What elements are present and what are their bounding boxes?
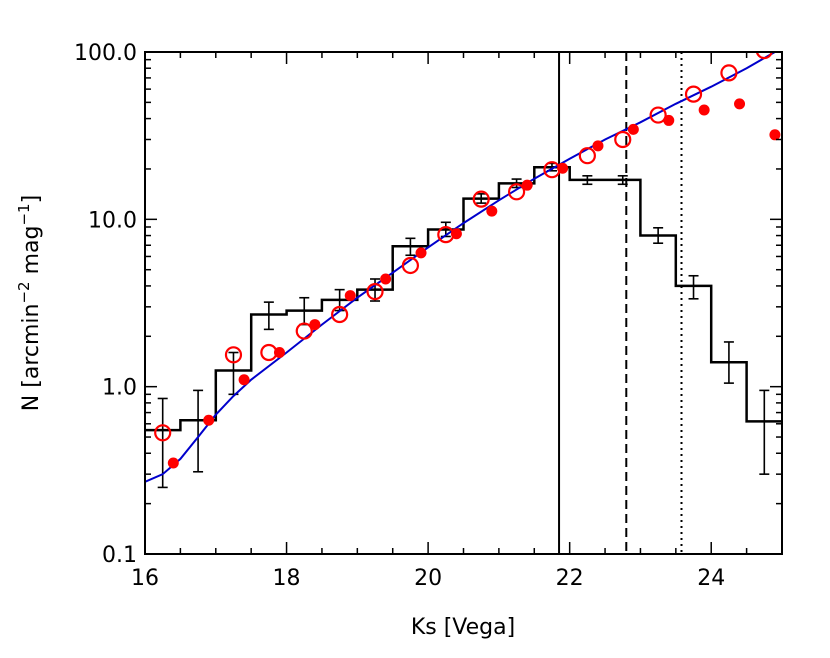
y-axis-label: N [arcmin−2 mag−1] [15,195,44,411]
x-tick-label: 18 [273,566,301,591]
error-bar [263,301,274,331]
filled-point [769,129,781,141]
open-point [578,147,596,165]
filled-point [309,319,321,331]
y-tick-label: 100.0 [74,41,137,66]
open-point [260,343,278,362]
open-point [507,183,526,201]
x-axis-label: Ks [Vega] [411,615,515,640]
filled-point [486,205,498,217]
y-axis-label-main: N [arcmin [19,304,44,412]
error-bar [476,193,487,204]
y-axis-label-exponent-2: −1 [15,203,33,225]
histogram-series [145,165,782,432]
y-tick-label: 0.1 [102,543,137,568]
y-tick-label: 10.0 [88,208,137,233]
filled-point [627,123,639,135]
x-tick-label: 24 [697,566,725,591]
filled-point [521,179,533,191]
open-point [472,190,490,208]
filled-point [238,374,250,386]
open-point [224,346,243,364]
filled-point [734,98,746,110]
open-point [649,106,667,124]
plot-area [145,52,782,554]
open-point [755,52,773,60]
y-axis-label-mid: mag [19,226,44,282]
open-point [295,322,313,340]
error-bar [157,397,168,489]
open-point [684,85,703,103]
y-axis-label-end: ] [19,195,44,204]
error-bar [228,351,239,396]
open-point [720,64,738,82]
error-bar [193,389,204,473]
open-point [366,282,384,301]
error-bar [405,237,416,257]
filled-point [167,457,179,469]
open-point [437,226,455,244]
axes: 16 18 20 22 24 0.1 1.0 10.0 100.0 [74,41,783,591]
error-bar [759,389,770,475]
error-bar [653,227,664,245]
filled-point [380,273,392,285]
filled-point [344,290,356,302]
error-bar [370,278,381,302]
error-bar [688,274,699,300]
error-bar [617,175,628,186]
x-tick-label: 22 [556,566,584,591]
open-point [401,256,420,275]
open-point [154,424,172,442]
error-bar [723,341,734,384]
fit-line-series [145,52,776,483]
y-tick-label: 1.0 [102,376,137,401]
filled-point [203,414,215,426]
x-tick-label: 20 [414,566,442,591]
open-point [614,130,632,149]
x-tick-label: 16 [131,566,159,591]
plot-frame [144,51,783,555]
filled-point [415,247,427,259]
error-bar [582,175,593,186]
y-axis-label-exponent-1: −2 [15,281,33,303]
open-point [543,161,561,179]
open-point [331,305,349,324]
filled-point [592,140,604,152]
filled-point [698,104,710,116]
